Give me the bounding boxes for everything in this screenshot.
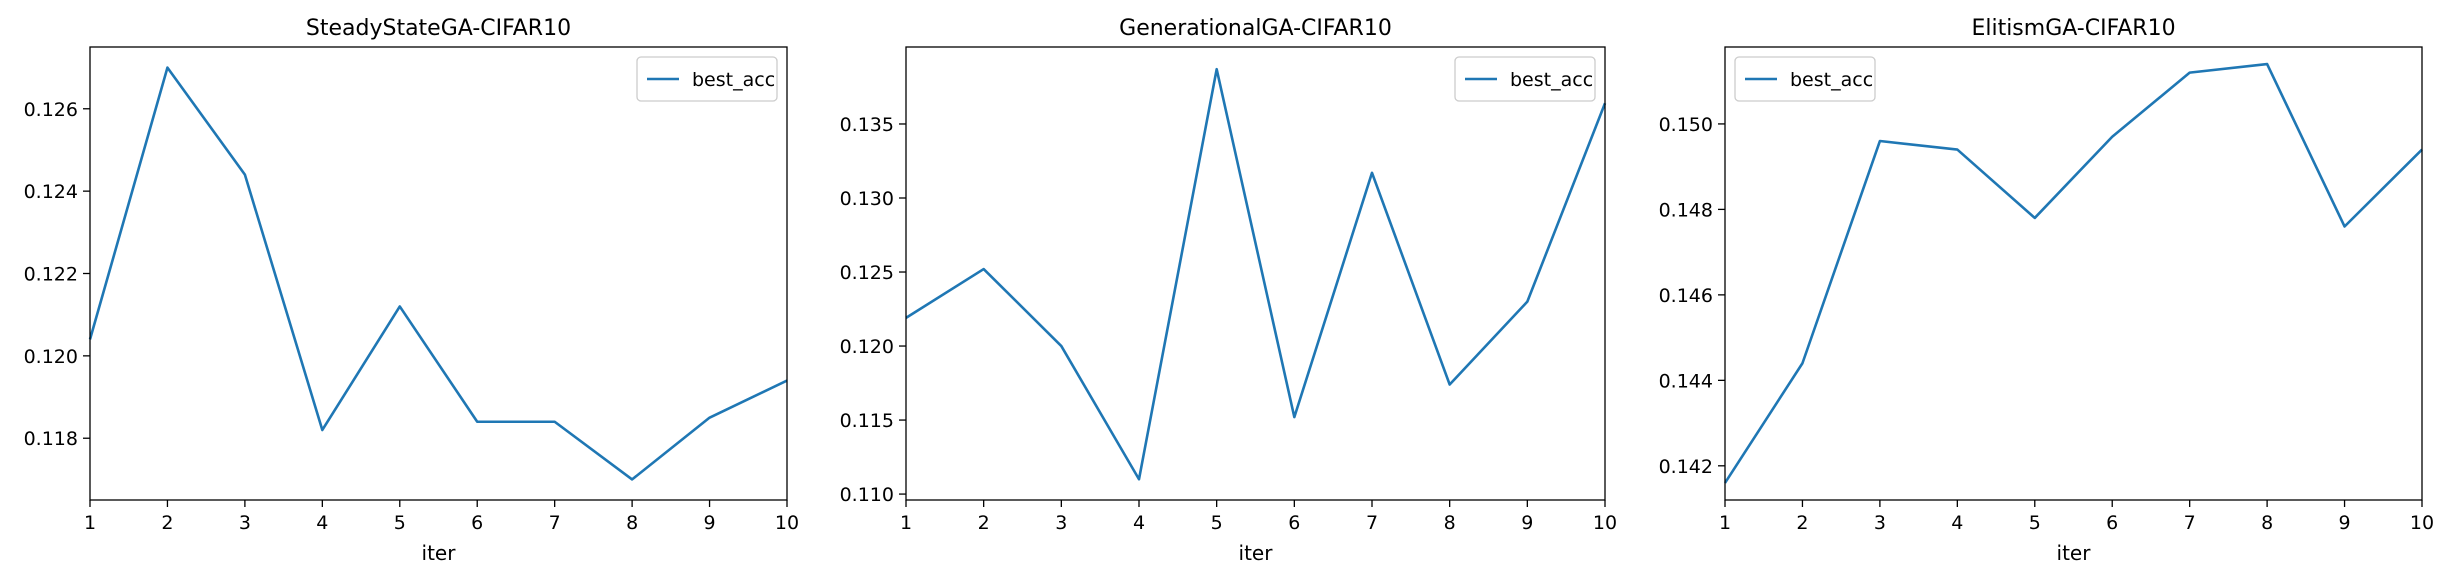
y-tick-label: 0.144 bbox=[1659, 370, 1713, 392]
x-tick-label: 9 bbox=[2339, 512, 2351, 534]
x-tick-label: 9 bbox=[1521, 512, 1533, 534]
y-tick-label: 0.130 bbox=[840, 188, 894, 210]
chart-title: GenerationalGA-CIFAR10 bbox=[1119, 16, 1392, 41]
x-tick-label: 6 bbox=[1288, 512, 1300, 534]
y-tick-label: 0.120 bbox=[840, 336, 894, 358]
y-tick-label: 0.124 bbox=[24, 181, 78, 203]
x-tick-label: 6 bbox=[2106, 512, 2118, 534]
y-tick-label: 0.142 bbox=[1659, 456, 1713, 478]
x-tick-label: 8 bbox=[626, 512, 638, 534]
x-tick-label: 7 bbox=[2184, 512, 2196, 534]
plot-frame bbox=[905, 46, 1606, 501]
x-tick-label: 1 bbox=[84, 512, 96, 534]
x-tick-label: 5 bbox=[2029, 512, 2041, 534]
x-tick-label: 2 bbox=[978, 512, 990, 534]
legend: best_acc bbox=[1454, 56, 1596, 102]
y-tick-label: 0.126 bbox=[24, 99, 78, 121]
subplot-1: SteadyStateGA-CIFAR10 1 2 3 4 5 6 7 8 9 10 0.118 0.1… bbox=[24, 16, 800, 565]
x-tick-label: 4 bbox=[316, 512, 328, 534]
x-axis-label: iter bbox=[422, 541, 457, 565]
subplot-3: ElitismGA-CIFAR10 1 2 3 4 5 6 7 8 9 10 0.142 0.144 0.… bbox=[1659, 16, 2435, 565]
y-tick-label: 0.122 bbox=[24, 264, 78, 286]
x-tick-label: 2 bbox=[161, 512, 173, 534]
x-tick-label: 4 bbox=[1951, 512, 1963, 534]
y-tick-label: 0.118 bbox=[24, 428, 78, 450]
y-tick-label: 0.148 bbox=[1659, 199, 1713, 221]
x-tick-label: 1 bbox=[1719, 512, 1731, 534]
x-tick-label: 3 bbox=[239, 512, 251, 534]
y-tick-label: 0.115 bbox=[840, 410, 894, 432]
series-line-best-acc bbox=[88, 66, 788, 481]
y-tick-label: 0.150 bbox=[1659, 114, 1713, 136]
y-tick-label: 0.146 bbox=[1659, 285, 1713, 307]
legend-box bbox=[1734, 56, 1876, 102]
legend: best_acc bbox=[1734, 56, 1876, 102]
legend-box bbox=[1454, 56, 1596, 102]
y-tick-label: 0.110 bbox=[840, 484, 894, 506]
legend-box bbox=[636, 56, 778, 102]
x-tick-label: 10 bbox=[1593, 512, 1617, 534]
x-tick-label: 1 bbox=[900, 512, 912, 534]
plot-frame bbox=[89, 46, 788, 501]
legend-label: best_acc bbox=[692, 69, 775, 91]
x-tick-label: 5 bbox=[1211, 512, 1223, 534]
x-axis-label: iter bbox=[1239, 541, 1274, 565]
x-tick-label: 5 bbox=[394, 512, 406, 534]
x-tick-label: 2 bbox=[1796, 512, 1808, 534]
y-tick-label: 0.135 bbox=[840, 114, 894, 136]
plot-frame bbox=[1724, 46, 2423, 501]
legend-label: best_acc bbox=[1790, 69, 1873, 91]
x-axis-label: iter bbox=[2057, 541, 2092, 565]
x-tick-label: 10 bbox=[775, 512, 799, 534]
legend: best_acc bbox=[636, 56, 778, 102]
subplot-2: GenerationalGA-CIFAR10 1 2 3 4 5 6 7 8 9 10 0.110 0.… bbox=[840, 16, 1618, 565]
x-tick-label: 10 bbox=[2410, 512, 2434, 534]
chart-title: SteadyStateGA-CIFAR10 bbox=[306, 16, 571, 41]
y-tick-label: 0.125 bbox=[840, 262, 894, 284]
x-tick-label: 8 bbox=[1444, 512, 1456, 534]
x-tick-label: 4 bbox=[1133, 512, 1145, 534]
series-line-best-acc bbox=[905, 67, 1607, 481]
y-tick-label: 0.120 bbox=[24, 346, 78, 368]
legend-label: best_acc bbox=[1510, 69, 1593, 91]
x-tick-label: 3 bbox=[1874, 512, 1886, 534]
series-line-best-acc bbox=[1723, 62, 2423, 484]
x-tick-label: 6 bbox=[471, 512, 483, 534]
x-tick-label: 7 bbox=[1366, 512, 1378, 534]
x-tick-label: 7 bbox=[549, 512, 561, 534]
x-tick-label: 8 bbox=[2261, 512, 2273, 534]
chart-title: ElitismGA-CIFAR10 bbox=[1971, 16, 2175, 41]
x-tick-label: 9 bbox=[704, 512, 716, 534]
x-tick-label: 3 bbox=[1055, 512, 1067, 534]
